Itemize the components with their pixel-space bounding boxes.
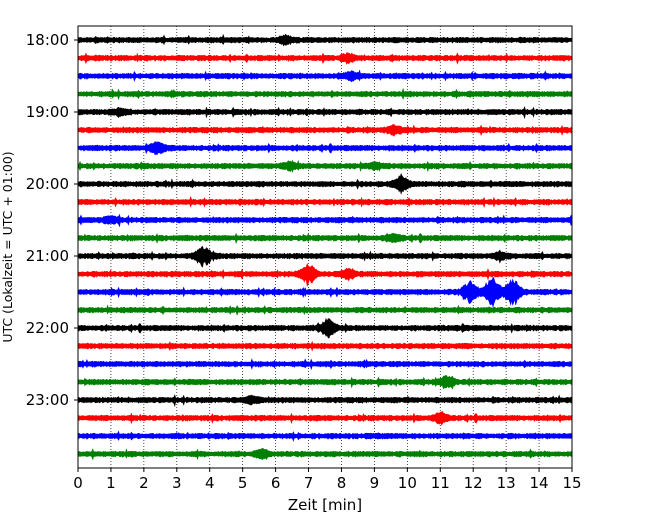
seismogram-trace	[77, 245, 573, 268]
x-tick-label: 12	[464, 474, 483, 492]
x-tick-label: 2	[139, 474, 149, 492]
seismogram-trace	[77, 123, 573, 137]
x-tick-label: 13	[497, 474, 516, 492]
x-tick-label: 14	[530, 474, 549, 492]
x-tick-label: 6	[271, 474, 281, 492]
seismogram-trace	[77, 410, 573, 426]
plot-frame	[77, 25, 573, 469]
seismogram-trace	[77, 52, 573, 65]
seismogram-trace	[77, 106, 573, 120]
x-tick-label: 7	[304, 474, 314, 492]
seismogram-trace	[77, 69, 573, 83]
x-tick-label: 5	[238, 474, 248, 492]
y-axis-label: UTC (Lokalzeit = UTC + 01:00)	[0, 151, 15, 342]
seismogram-trace	[77, 375, 573, 390]
trace-group	[77, 33, 573, 461]
seismogram-trace	[77, 33, 573, 47]
x-tick-label: 15	[562, 474, 581, 492]
seismogram-trace	[77, 358, 573, 371]
x-axis-label: Zeit [min]	[288, 496, 362, 514]
y-tick-label: 22:00	[26, 319, 69, 337]
x-tick-label: 4	[205, 474, 215, 492]
seismogram-trace	[77, 87, 573, 101]
x-tick-label: 3	[172, 474, 182, 492]
seismogram-trace	[77, 172, 573, 196]
y-tick-label: 20:00	[26, 175, 69, 193]
seismogram-trace	[77, 430, 573, 442]
y-axis-ticks: 18:00 19:00 20:00 21:00 22:00 23:00	[26, 31, 78, 409]
x-tick-label: 1	[106, 474, 116, 492]
seismogram-trace	[77, 195, 573, 209]
x-tick-label: 9	[370, 474, 380, 492]
seismogram-trace	[77, 140, 573, 156]
y-tick-label: 19:00	[26, 103, 69, 121]
y-tick-label: 18:00	[26, 31, 69, 49]
x-tick-label: 0	[73, 474, 83, 492]
seismogram-trace	[77, 340, 573, 352]
y-tick-label: 23:00	[26, 391, 69, 409]
seismogram-trace	[77, 394, 573, 408]
seismogram-trace	[77, 232, 573, 245]
seismogram-trace	[77, 276, 573, 308]
seismogram-trace	[77, 317, 573, 339]
y-tick-label: 21:00	[26, 247, 69, 265]
seismogram-trace	[77, 159, 573, 173]
x-tick-label: 11	[431, 474, 450, 492]
seismogram-trace	[77, 447, 573, 461]
x-tick-label: 10	[398, 474, 417, 492]
seismogram-trace	[77, 304, 573, 316]
seismogram-trace	[77, 263, 573, 287]
x-axis-ticks: 0 1 2 3 4 5 6 7 8 9 10 11 12 13 14 15	[73, 468, 582, 492]
x-tick-label: 8	[337, 474, 347, 492]
seismogram-trace	[77, 213, 573, 228]
